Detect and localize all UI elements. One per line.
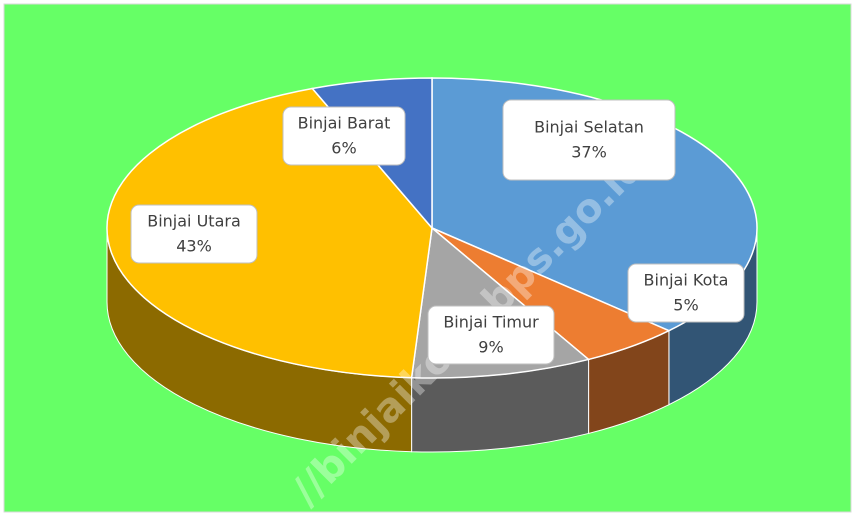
data-label: Binjai Utara 43%	[130, 204, 258, 264]
category-label: Binjai Timur	[443, 313, 539, 332]
data-label: Binjai Kota 5%	[627, 263, 745, 323]
label-box	[627, 263, 745, 323]
label-box	[427, 305, 555, 365]
label-box	[282, 106, 406, 166]
data-label: Binjai Selatan 37%	[502, 99, 676, 181]
category-label: Binjai Selatan	[534, 118, 644, 137]
category-label: Binjai Utara	[147, 212, 241, 231]
value-label: 9%	[478, 338, 503, 357]
category-label: Binjai Barat	[298, 114, 391, 133]
category-label: Binjai Kota	[644, 271, 729, 290]
label-box	[502, 99, 676, 181]
label-box	[130, 204, 258, 264]
value-label: 43%	[176, 237, 212, 256]
value-label: 6%	[331, 139, 356, 158]
value-label: 37%	[571, 143, 607, 162]
value-label: 5%	[673, 296, 698, 315]
data-label: Binjai Timur 9%	[427, 305, 555, 365]
data-label: Binjai Barat 6%	[282, 106, 406, 166]
